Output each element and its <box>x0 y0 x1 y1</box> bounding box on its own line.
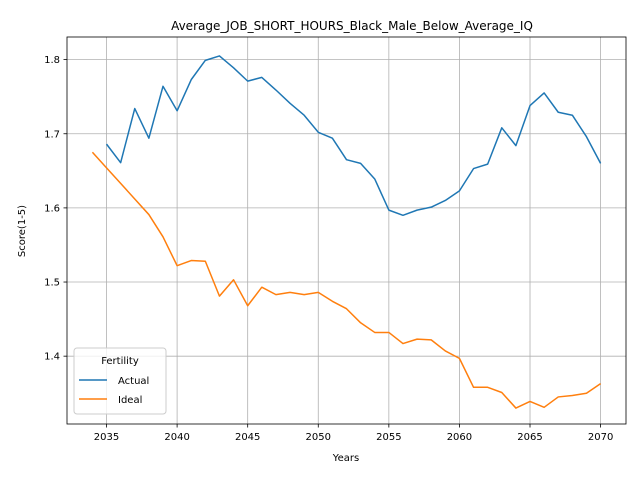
x-tick-label: 2045 <box>235 432 260 443</box>
legend-title: Fertility <box>101 356 139 367</box>
series-layer <box>91 55 602 409</box>
x-tick-label: 2050 <box>306 432 331 443</box>
x-axis: 2035 2040 2045 2050 2055 2060 2065 2070 <box>94 424 613 443</box>
x-axis-label: Years <box>332 453 359 464</box>
chart-title: Average_JOB_SHORT_HOURS_Black_Male_Below… <box>171 19 533 33</box>
legend-label-actual: Actual <box>118 376 149 387</box>
grid-lines <box>67 37 626 424</box>
y-tick-label: 1.7 <box>44 129 60 140</box>
series-line-ideal <box>91 151 602 409</box>
x-tick-label: 2065 <box>517 432 542 443</box>
series-line-actual <box>105 55 602 217</box>
y-tick-label: 1.4 <box>44 352 60 363</box>
y-tick-label: 1.8 <box>44 55 60 66</box>
y-tick-label: 1.5 <box>44 278 60 289</box>
plot-frame <box>66 36 627 425</box>
y-tick-label: 1.6 <box>44 203 60 214</box>
x-tick-label: 2035 <box>94 432 119 443</box>
x-tick-label: 2055 <box>376 432 401 443</box>
x-tick-label: 2070 <box>588 432 613 443</box>
legend-box <box>73 347 167 415</box>
x-tick-label: 2060 <box>447 432 472 443</box>
y-axis: 1.4 1.5 1.6 1.7 1.8 <box>44 55 67 363</box>
legend: Fertility Actual Ideal <box>73 347 167 415</box>
legend-label-ideal: Ideal <box>118 395 142 406</box>
x-tick-label: 2040 <box>164 432 189 443</box>
y-axis-label: Score(1-5) <box>17 205 28 257</box>
